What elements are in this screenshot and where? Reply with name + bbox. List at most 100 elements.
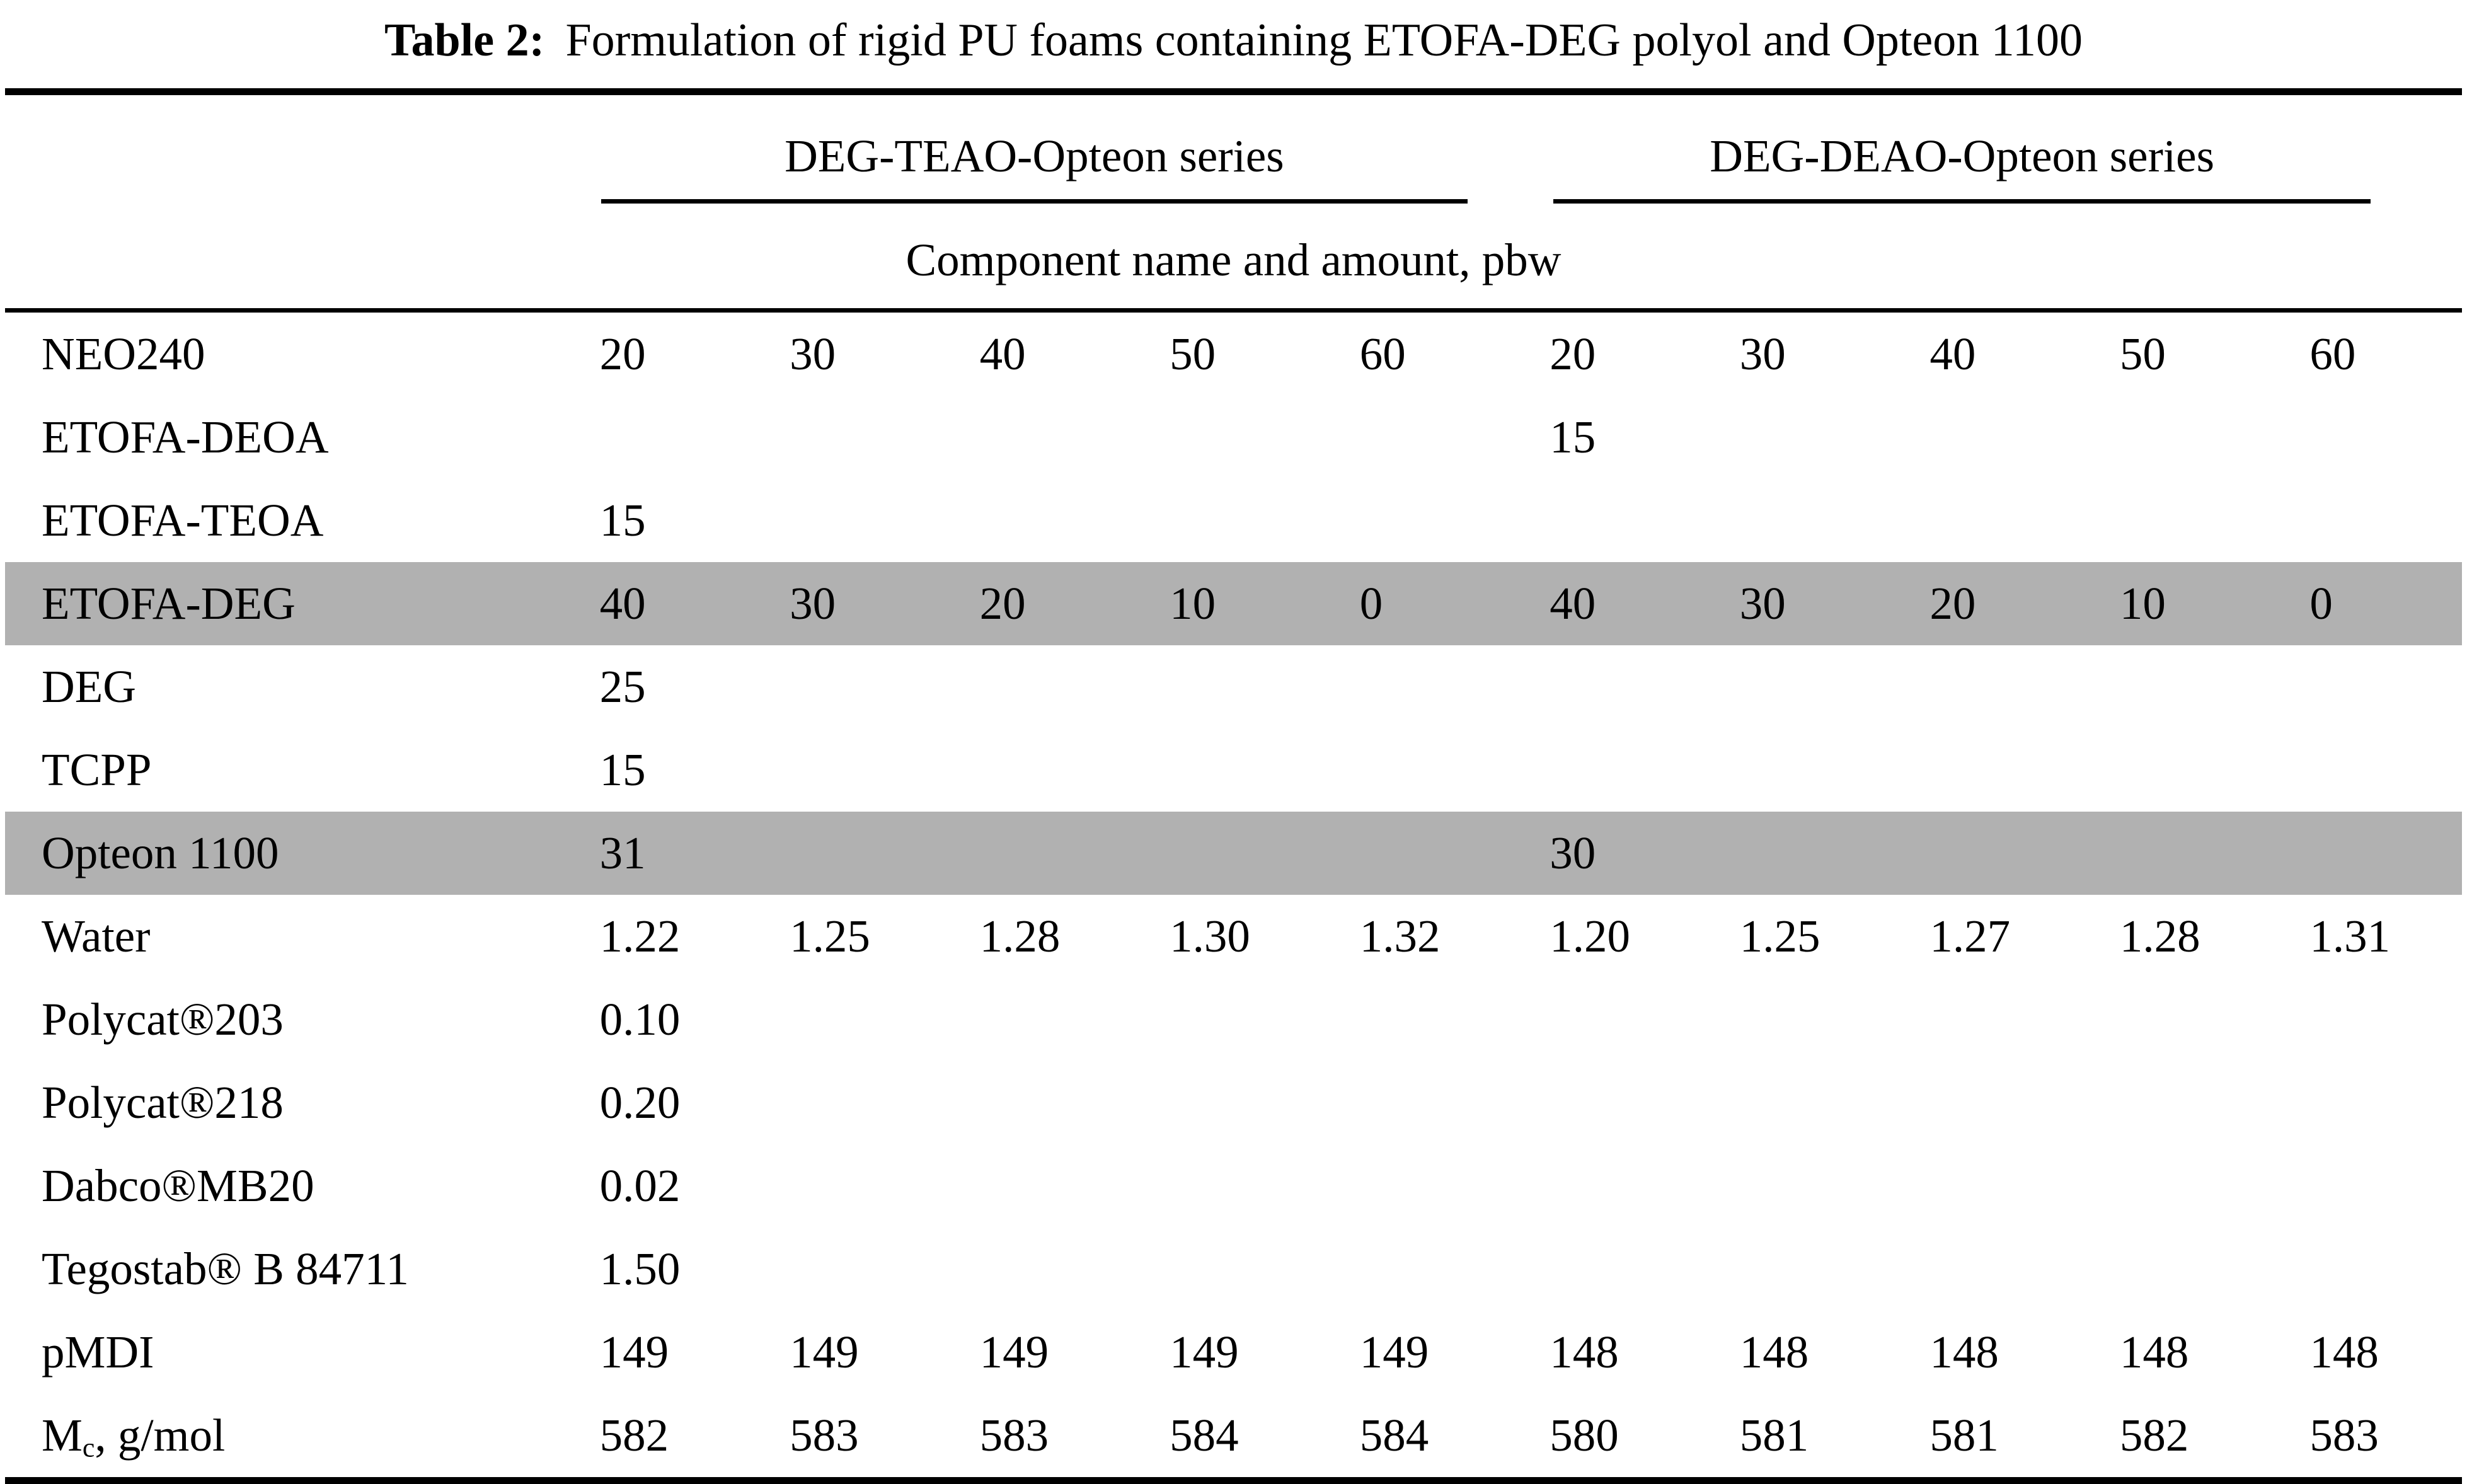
value-cell: [1892, 1144, 2082, 1228]
table-title-text: Formulation of rigid PU foams containing…: [565, 14, 2083, 66]
value-cell: 60: [2309, 328, 2356, 380]
subheader-cell: Component name and amount, pbw: [5, 204, 2462, 313]
value-cell: [2272, 1144, 2462, 1228]
table-row-polycat-218: Polycat®218 0.20: [5, 1061, 2462, 1144]
value-cell: 1.25: [1739, 911, 1820, 962]
value-cell: 1.50: [599, 1243, 681, 1295]
value-cell: 580: [1550, 1410, 1619, 1461]
value-cell: [941, 812, 1132, 895]
value-cell: [1132, 812, 1322, 895]
series-header-deao: DEG-DEAO-Opteon series: [1512, 92, 2462, 204]
value-cell: [2082, 479, 2272, 562]
value-cell: [1132, 1144, 1322, 1228]
value-cell: [1322, 1228, 1512, 1311]
value-cell: [1702, 479, 1892, 562]
value-cell: [942, 1061, 1132, 1144]
value-cell: [1321, 812, 1512, 895]
value-cell: [2272, 728, 2462, 812]
value-cell: [1702, 1144, 1892, 1228]
value-cell: 1.28: [2119, 911, 2200, 962]
value-cell: [752, 1228, 942, 1311]
component-name-cell: ETOFA-DEG: [5, 562, 562, 646]
value-cell: 1.28: [979, 911, 1061, 962]
component-name-cell: Polycat®203: [42, 994, 284, 1045]
value-cell: 50: [1170, 328, 1216, 380]
value-cell: [2082, 728, 2272, 812]
value-cell: [1512, 645, 1702, 728]
value-cell: 148: [2309, 1326, 2379, 1378]
series-header-teao: DEG-TEAO-Opteon series: [562, 92, 1512, 204]
value-cell: [942, 728, 1132, 812]
value-cell: [2272, 1061, 2462, 1144]
value-cell: [1892, 1228, 2082, 1311]
value-cell: [942, 396, 1132, 479]
value-cell: [1702, 728, 1892, 812]
table-row-pmdi: pMDI 149 149 149 149 149 148 148 148 148…: [5, 1311, 2462, 1394]
value-cell: 20: [941, 562, 1132, 646]
value-cell: [2272, 396, 2462, 479]
table-row-dabco-mb20: Dabco®MB20 0.02: [5, 1144, 2462, 1228]
value-cell: [1512, 1144, 1702, 1228]
value-cell: [752, 728, 942, 812]
component-name-cell: Dabco®MB20: [42, 1160, 314, 1212]
value-cell: [1702, 1228, 1892, 1311]
value-cell: [752, 479, 942, 562]
value-cell: 60: [1359, 328, 1406, 380]
value-cell: [942, 1144, 1132, 1228]
value-cell: 148: [1550, 1326, 1619, 1378]
value-cell: 0: [2272, 562, 2462, 646]
value-cell: [1132, 728, 1322, 812]
empty-corner-cell: [5, 92, 562, 204]
value-cell: 10: [2081, 562, 2272, 646]
value-cell: [2082, 396, 2272, 479]
table-number-label: Table 2:: [384, 14, 545, 66]
value-cell: [942, 1228, 1132, 1311]
value-cell: 30: [790, 328, 836, 380]
value-cell: [2082, 978, 2272, 1061]
value-cell: 40: [561, 562, 752, 646]
value-cell: 0.20: [599, 1077, 681, 1129]
value-cell: [1322, 645, 1512, 728]
value-cell: [1702, 1061, 1892, 1144]
value-cell: [1702, 645, 1892, 728]
value-cell: [2272, 812, 2462, 895]
value-cell: [1512, 1061, 1702, 1144]
component-name-cell: ETOFA-TEOA: [42, 495, 324, 546]
value-cell: 30: [752, 562, 942, 646]
value-cell: [1322, 1144, 1512, 1228]
value-cell: 30: [1739, 328, 1786, 380]
value-cell: 582: [599, 1410, 669, 1461]
value-cell: 582: [2119, 1410, 2189, 1461]
value-cell: [2272, 479, 2462, 562]
value-cell: 31: [561, 812, 752, 895]
value-cell: 149: [979, 1326, 1049, 1378]
value-cell: [1512, 1228, 1702, 1311]
value-cell: [2082, 645, 2272, 728]
table-row-deg: DEG 25: [5, 645, 2462, 728]
value-cell: [2082, 1228, 2272, 1311]
value-cell: [752, 1061, 942, 1144]
table-caption: Table 2: Formulation of rigid PU foams co…: [5, 4, 2462, 71]
table-row-etofa-teoa: ETOFA-TEOA 15: [5, 479, 2462, 562]
table-row-opteon-1100: Opteon 1100 31 30: [5, 812, 2462, 895]
value-cell: [1702, 396, 1892, 479]
table-row-etofa-deg: ETOFA-DEG 40 30 20 10 0 40 30 20 10 0: [5, 562, 2462, 646]
table-row-etofa-deoa: ETOFA-DEOA 15: [5, 396, 2462, 479]
table-row-water: Water 1.22 1.25 1.28 1.30 1.32 1.20 1.25…: [5, 895, 2462, 978]
value-cell: 1.25: [790, 911, 870, 962]
component-name-cell: Water: [42, 911, 151, 962]
value-cell: 50: [2119, 328, 2166, 380]
value-cell: [1512, 479, 1702, 562]
value-cell: 15: [599, 495, 646, 546]
component-name-cell: DEG: [42, 661, 137, 713]
component-name-cell: NEO240: [42, 328, 205, 380]
value-cell: 1.30: [1170, 911, 1250, 962]
value-cell: [752, 645, 942, 728]
table-row-neo240: NEO240 20 30 40 50 60 20 30 40 50 60: [5, 311, 2462, 396]
value-cell: 0.10: [599, 994, 681, 1045]
value-cell: [1132, 978, 1322, 1061]
component-name-cell: Tegostab® B 84711: [42, 1243, 409, 1295]
value-cell: 40: [1929, 328, 1976, 380]
value-cell: 30: [1701, 562, 1892, 646]
value-cell: 15: [599, 744, 646, 796]
